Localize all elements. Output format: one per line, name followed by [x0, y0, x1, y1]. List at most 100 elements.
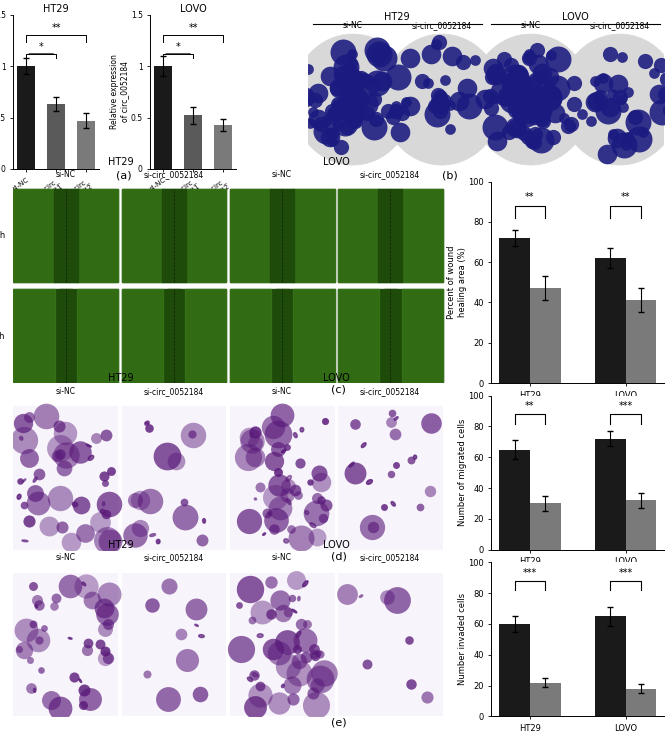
- Point: [14, 475, 25, 487]
- Text: (a): (a): [116, 170, 132, 181]
- Point: [382, 591, 393, 603]
- Point: [187, 428, 198, 440]
- Point: [66, 536, 76, 548]
- Point: [512, 75, 523, 87]
- Point: [249, 669, 260, 681]
- Point: [313, 87, 323, 99]
- Point: [83, 637, 93, 649]
- Point: [343, 92, 354, 104]
- Point: [611, 132, 622, 144]
- Ellipse shape: [22, 540, 28, 542]
- Point: [378, 52, 389, 64]
- Ellipse shape: [33, 477, 37, 482]
- Point: [431, 38, 442, 50]
- Point: [69, 670, 80, 682]
- Point: [99, 471, 109, 482]
- Point: [619, 139, 629, 151]
- Point: [518, 81, 529, 93]
- Bar: [54, 189, 78, 282]
- Point: [361, 659, 372, 670]
- Point: [660, 88, 670, 100]
- Point: [616, 51, 627, 63]
- Point: [234, 599, 244, 611]
- Point: [310, 650, 321, 662]
- Point: [269, 491, 280, 503]
- Point: [316, 494, 327, 505]
- Point: [371, 78, 382, 90]
- Point: [552, 53, 563, 64]
- Text: **: **: [189, 23, 198, 33]
- Point: [509, 71, 520, 83]
- Point: [25, 682, 36, 694]
- Ellipse shape: [395, 417, 398, 420]
- Point: [33, 497, 44, 509]
- Point: [356, 95, 367, 107]
- Point: [287, 679, 297, 691]
- Point: [370, 113, 381, 125]
- Point: [79, 527, 90, 539]
- Point: [104, 536, 115, 548]
- Point: [356, 75, 367, 87]
- Point: [348, 91, 358, 103]
- Point: [100, 429, 111, 441]
- Ellipse shape: [300, 428, 304, 432]
- Point: [175, 628, 186, 640]
- Bar: [626, 689, 656, 716]
- Ellipse shape: [349, 462, 354, 467]
- Bar: [13, 189, 54, 282]
- Point: [104, 588, 115, 600]
- Point: [544, 71, 555, 83]
- Text: si-NC: si-NC: [272, 386, 292, 396]
- Text: HT29: HT29: [107, 373, 134, 383]
- Point: [54, 420, 64, 431]
- Bar: [121, 289, 162, 383]
- Point: [429, 101, 440, 112]
- Ellipse shape: [287, 499, 291, 505]
- Point: [415, 501, 425, 513]
- Text: si-NC: si-NC: [56, 386, 76, 396]
- Point: [406, 454, 417, 466]
- Y-axis label: Percent of wound
healing area (%): Percent of wound healing area (%): [447, 246, 466, 319]
- Point: [321, 114, 332, 126]
- Ellipse shape: [68, 637, 72, 639]
- Point: [195, 688, 205, 700]
- Legend: si-NC, si-circ_0052184: si-NC, si-circ_0052184: [539, 431, 617, 459]
- Point: [447, 50, 458, 61]
- Point: [191, 604, 201, 616]
- Point: [444, 124, 455, 135]
- Point: [566, 118, 576, 130]
- Ellipse shape: [252, 673, 258, 677]
- Point: [313, 113, 323, 125]
- Point: [629, 112, 640, 124]
- Point: [462, 81, 472, 93]
- Point: [513, 110, 523, 121]
- Point: [316, 476, 327, 488]
- Point: [23, 411, 34, 423]
- Point: [243, 451, 254, 462]
- Point: [508, 84, 519, 95]
- Point: [332, 98, 343, 110]
- Point: [271, 514, 282, 525]
- Point: [613, 78, 623, 90]
- Point: [525, 94, 536, 106]
- Text: LOVO: LOVO: [323, 373, 350, 383]
- Bar: [276, 289, 289, 383]
- Point: [535, 87, 546, 98]
- Point: [439, 95, 450, 107]
- Text: si-circ_0052184: si-circ_0052184: [144, 170, 204, 180]
- Point: [261, 507, 272, 519]
- Text: si-circ_0052184: si-circ_0052184: [360, 554, 420, 562]
- Bar: [185, 289, 226, 383]
- Point: [267, 643, 278, 655]
- Point: [527, 92, 537, 104]
- Point: [541, 104, 552, 115]
- Point: [349, 86, 360, 98]
- Point: [331, 107, 342, 119]
- Point: [489, 92, 500, 104]
- Point: [340, 117, 350, 129]
- Bar: [384, 289, 397, 383]
- Point: [514, 115, 525, 127]
- Point: [502, 90, 513, 102]
- Point: [325, 131, 336, 143]
- Point: [435, 92, 446, 104]
